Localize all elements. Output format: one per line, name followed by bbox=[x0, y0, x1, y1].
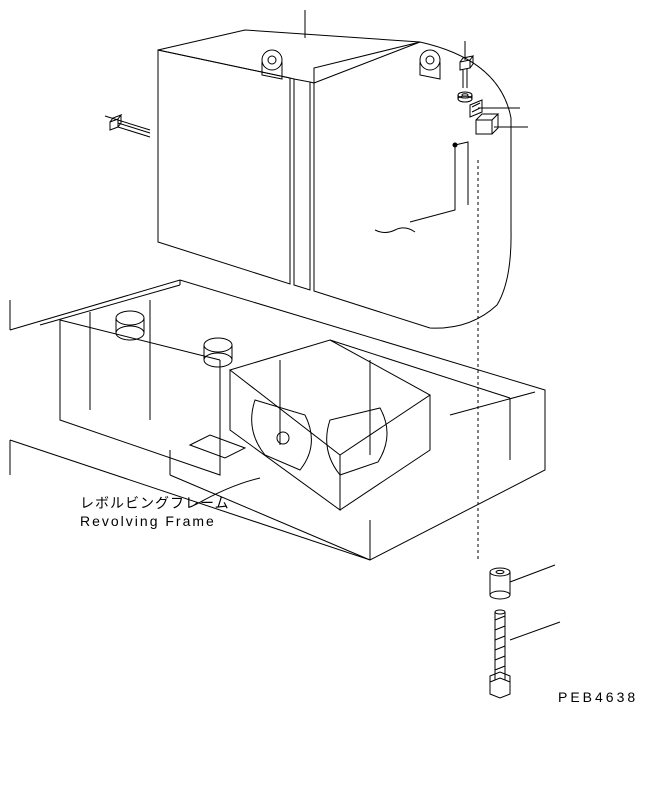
parts-diagram: レボルビングフレーム Revolving Frame PEB4638 bbox=[0, 0, 671, 795]
leader-lines bbox=[105, 10, 560, 640]
top-bolt-washer bbox=[458, 56, 473, 102]
revolving-frame-label-en: Revolving Frame bbox=[80, 513, 216, 529]
revolving-frame-label-jp: レボルビングフレーム bbox=[80, 495, 230, 511]
left-bolt bbox=[110, 115, 150, 137]
bottom-bolt-set bbox=[490, 568, 510, 698]
counterweight-panel bbox=[158, 30, 511, 560]
diagram-code: PEB4638 bbox=[558, 689, 638, 705]
